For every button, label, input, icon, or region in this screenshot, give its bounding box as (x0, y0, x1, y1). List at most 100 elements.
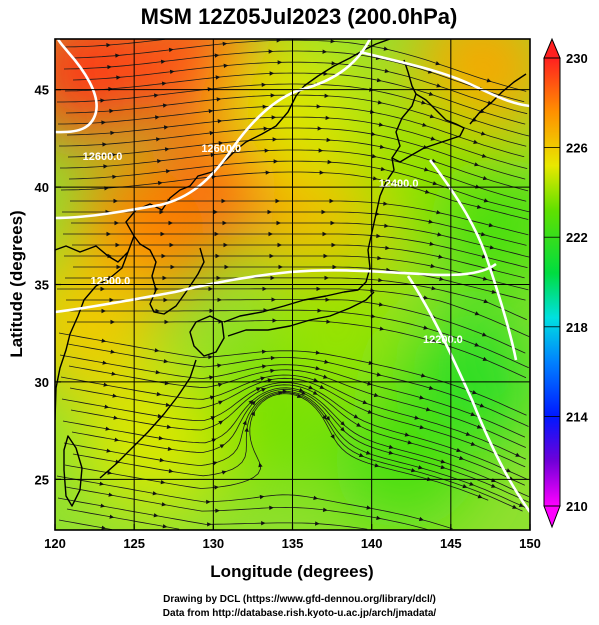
contour-12300 (428, 159, 518, 361)
stream-arrow (440, 459, 446, 464)
stream-arrow (222, 220, 227, 226)
stream-arrow (101, 525, 107, 530)
stream-arrow (486, 78, 492, 83)
stream-arrow (250, 411, 255, 417)
stream-arrow (438, 254, 443, 259)
stream-arrow (264, 148, 270, 153)
contour-label-1: 12600.0 (201, 143, 241, 155)
stream-arrow (388, 444, 394, 449)
contour-12200 (406, 275, 530, 513)
stream-arrow (483, 198, 489, 203)
stream-arrow (469, 481, 475, 486)
stream-arrow (217, 382, 223, 387)
stream-arrow (411, 468, 416, 473)
stream-arrow (324, 275, 329, 281)
streamline-21 (65, 277, 527, 321)
stream-arrow (431, 339, 437, 344)
stream-arrow (435, 61, 441, 66)
y-tick-label-45: 45 (35, 83, 49, 98)
stream-arrow (165, 402, 171, 407)
stream-arrow (384, 223, 389, 228)
stream-arrow (368, 360, 374, 365)
stream-arrow (330, 220, 335, 226)
stream-arrow (161, 253, 166, 259)
axis-ticks: 120 125 130 135 140 145 150 25 30 35 40 45 (35, 83, 541, 551)
stream-arrow (113, 198, 118, 204)
stream-arrow (421, 100, 427, 105)
stream-arrow (268, 49, 274, 54)
stream-arrow (439, 276, 444, 281)
stream-arrow (219, 444, 225, 449)
stream-arrow (213, 209, 218, 215)
stream-arrow (330, 39, 336, 44)
stream-arrow (276, 39, 282, 43)
stream-arrow (271, 297, 276, 302)
stream-arrow (208, 355, 213, 360)
chart-title: MSM 12Z05Jul2023 (200.0hPa) (141, 4, 458, 29)
stream-arrow (167, 446, 173, 451)
stream-arrow (424, 167, 429, 172)
stream-arrow (512, 504, 518, 509)
streamline-8 (66, 116, 528, 169)
stream-arrow (308, 385, 314, 390)
stream-arrow (218, 141, 224, 146)
stream-arrow (109, 297, 114, 303)
stream-arrow (432, 181, 438, 186)
stream-arrow (115, 242, 120, 248)
streamline-37 (72, 392, 523, 512)
stream-arrow (168, 468, 174, 474)
colorbar-max-arrow (543, 37, 561, 59)
stream-arrow (277, 242, 282, 248)
stream-arrow (261, 388, 267, 392)
streamline-39 (56, 475, 453, 530)
contour-label-2: 12400.0 (379, 178, 419, 190)
stream-arrow (169, 242, 174, 248)
stream-arrow (152, 491, 158, 496)
stream-arrow (163, 125, 169, 130)
stream-arrow (153, 513, 159, 518)
stream-arrow (323, 374, 328, 379)
colorbar-tick-label-226: 226 (566, 141, 588, 156)
stream-arrow (269, 505, 274, 510)
stream-arrow (319, 170, 325, 175)
stream-arrow (214, 485, 219, 490)
stream-arrow (162, 524, 168, 529)
stream-arrow (276, 220, 281, 226)
stream-arrow (114, 437, 120, 442)
temperature-region-13 (55, 253, 157, 394)
stream-arrow (313, 495, 319, 500)
stream-arrow (379, 326, 385, 331)
stream-arrow (324, 93, 330, 98)
stream-arrow (377, 255, 382, 261)
stream-arrow (162, 103, 168, 108)
stream-arrow (262, 104, 268, 109)
stream-arrow (428, 219, 434, 224)
stream-arrow (224, 264, 229, 270)
stream-arrow (101, 120, 106, 125)
coastline-taiwan (63, 435, 83, 507)
stream-arrow (261, 82, 267, 87)
streamline-13 (60, 171, 529, 220)
stream-arrow (214, 53, 220, 58)
streamline-25 (67, 320, 527, 379)
stream-arrow (459, 455, 464, 460)
stream-arrow (319, 384, 325, 389)
x-tick-label-140: 140 (361, 536, 383, 551)
stream-arrow (479, 403, 485, 408)
streamline-29 (68, 365, 526, 448)
stream-arrow (430, 263, 436, 269)
stream-arrow (261, 521, 266, 526)
streamline-0 (62, 39, 165, 48)
stream-arrow (263, 126, 269, 131)
streamline-16 (71, 222, 530, 258)
stream-arrow (332, 264, 337, 270)
stream-arrow (481, 153, 487, 158)
stream-arrow (477, 494, 483, 499)
stream-arrow (476, 424, 482, 429)
stream-arrow (331, 242, 336, 248)
stream-arrow (99, 481, 105, 486)
stream-arrow (156, 137, 161, 142)
stream-arrow (212, 461, 218, 466)
x-tick-label-145: 145 (440, 536, 462, 551)
stream-arrow (277, 60, 283, 65)
